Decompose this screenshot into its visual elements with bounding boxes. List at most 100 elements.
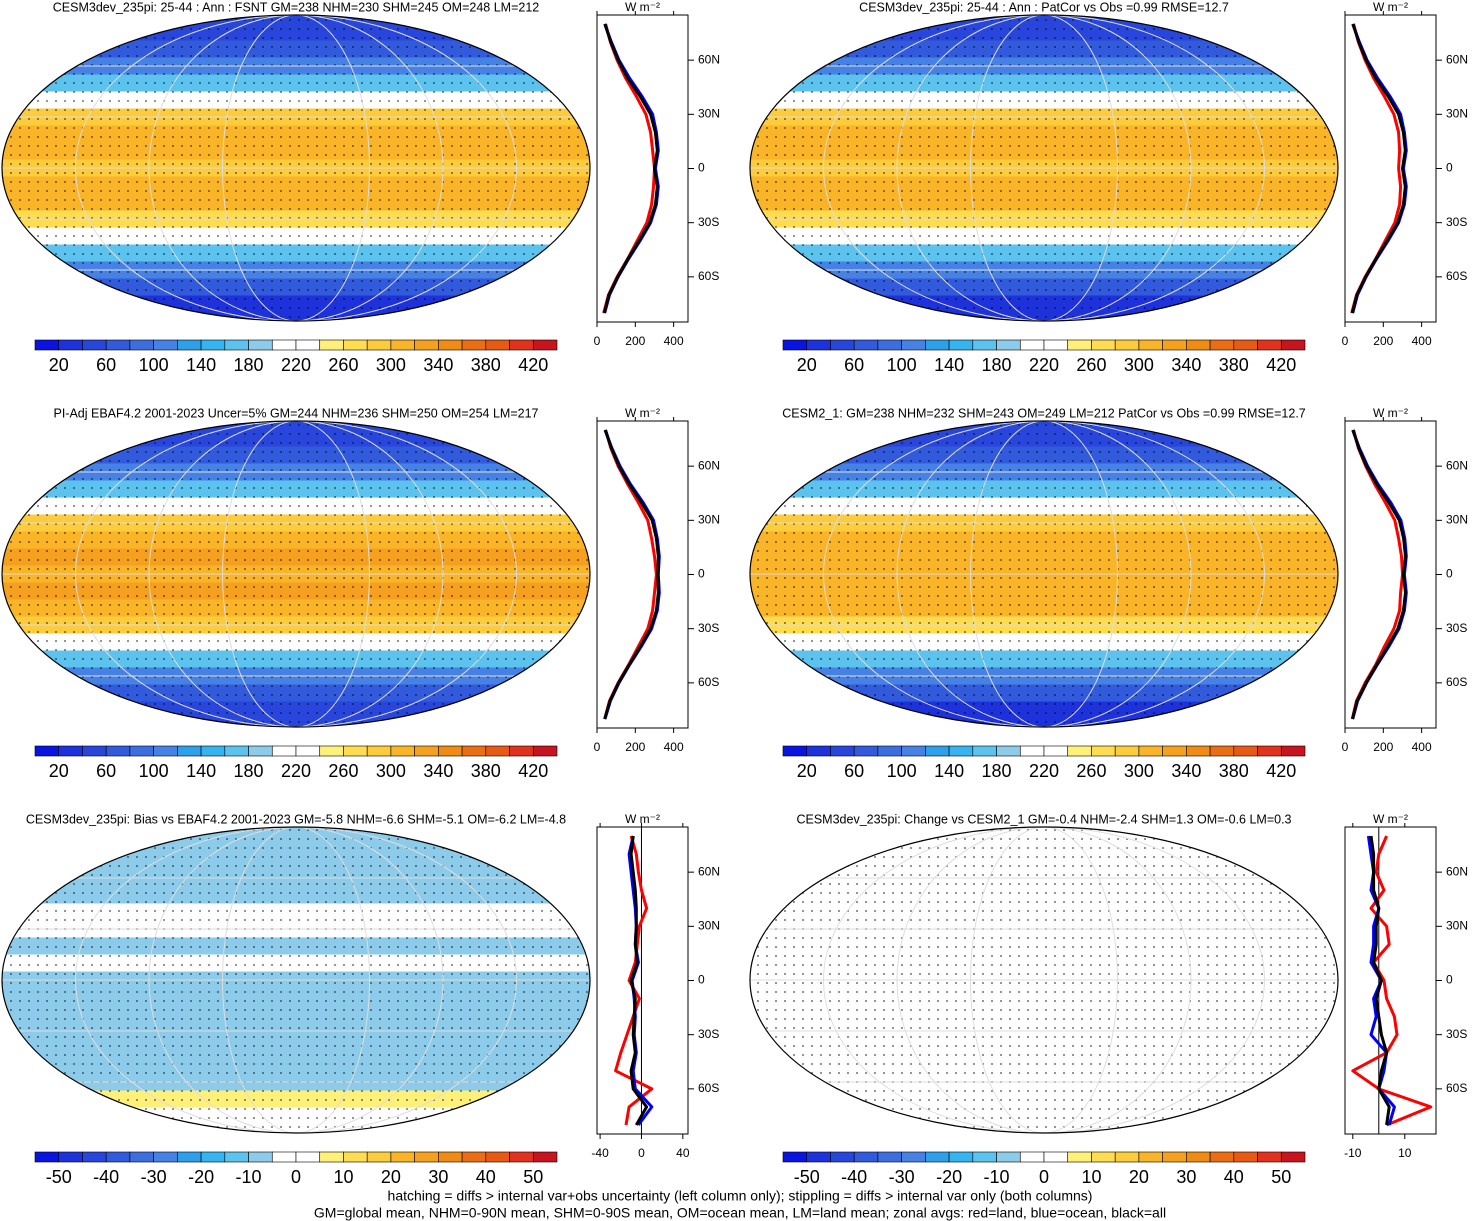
colorbar-box [319, 745, 344, 757]
colorbar-box [1114, 339, 1140, 351]
colorbar-label: 180 [982, 761, 1012, 781]
zonal-line [1351, 429, 1407, 720]
plot-frame [1344, 420, 1437, 729]
colorbar-box [972, 339, 997, 351]
colorbar-box [153, 339, 178, 351]
y-tick-label: 60N [1446, 458, 1468, 472]
colorbar-box [509, 1151, 534, 1163]
x-tick-label: 400 [664, 334, 684, 348]
colorbar-box [34, 1151, 60, 1163]
colorbar-label: 60 [844, 355, 864, 375]
y-tick-label: 30N [698, 918, 720, 932]
colorbar-label: 20 [1129, 1167, 1149, 1187]
zonal-line [629, 835, 649, 1126]
colorbar-box [82, 745, 107, 757]
colorbar-box [853, 745, 879, 757]
colorbar-box [901, 339, 926, 351]
colorbar-box [901, 745, 926, 757]
x-tick-label: 0 [594, 740, 601, 754]
colorbar-box [271, 1151, 297, 1163]
colorbar-label: 260 [1076, 355, 1106, 375]
x-tick-label: 400 [664, 740, 684, 754]
y-tick-label: 30N [1446, 512, 1468, 526]
colorbar-box [901, 1151, 926, 1163]
colorbar-box [105, 1151, 131, 1163]
colorbar-box [485, 339, 510, 351]
colorbar-box [414, 339, 439, 351]
colorbar-box [925, 745, 950, 757]
colorbar-label: 20 [797, 355, 817, 375]
colorbar-box [1114, 1151, 1140, 1163]
note: GM=global mean, NHM=0-90N mean, SHM=0-90… [314, 1205, 1166, 1221]
colorbar-box [877, 1151, 902, 1163]
colorbar-label: 180 [234, 761, 264, 781]
colorbar-box [1067, 1151, 1092, 1163]
y-tick-label: 0 [1446, 161, 1453, 175]
colorbar-box [129, 339, 154, 351]
colorbar-box [1138, 745, 1163, 757]
colorbar-box [200, 745, 226, 757]
colorbar-box [34, 339, 60, 351]
colorbar-label: 0 [291, 1167, 301, 1187]
colorbar-label: -30 [889, 1167, 915, 1187]
colorbar-label: 420 [1266, 761, 1296, 781]
colorbar-label: 20 [49, 761, 69, 781]
colorbar-box [1280, 1151, 1306, 1163]
colorbar-box [295, 745, 321, 757]
colorbar-box [853, 1151, 879, 1163]
colorbar-box [1043, 1151, 1069, 1163]
colorbar-box [509, 745, 534, 757]
colorbar-box [509, 339, 534, 351]
colorbar-label: 20 [49, 355, 69, 375]
y-tick-label: 30N [698, 106, 720, 120]
colorbar-label: 100 [887, 761, 917, 781]
y-tick-label: 30S [698, 621, 719, 635]
colorbar-box [1043, 339, 1069, 351]
y-tick-label: 60N [1446, 52, 1468, 66]
colorbar-label: -20 [188, 1167, 214, 1187]
colorbar-box [414, 745, 439, 757]
colorbar-box [972, 1151, 997, 1163]
y-tick-label: 60N [698, 864, 720, 878]
colorbar-box [830, 339, 855, 351]
colorbar-box [105, 339, 131, 351]
colorbar-label: 340 [1171, 761, 1201, 781]
colorbar-box [343, 1151, 368, 1163]
colorbar-label: 180 [234, 355, 264, 375]
plot-frame [596, 826, 689, 1135]
colorbar-box [438, 1151, 463, 1163]
colorbar-box [200, 339, 226, 351]
colorbar-box [830, 1151, 855, 1163]
colorbar-label: 60 [844, 761, 864, 781]
colorbar-label: 30 [428, 1167, 448, 1187]
colorbar-box [105, 745, 131, 757]
colorbar-label: 300 [1124, 355, 1154, 375]
map-border [1, 14, 591, 322]
map-border [1, 826, 591, 1134]
colorbar-box [58, 745, 83, 757]
map-border [749, 420, 1339, 728]
colorbar-box [948, 745, 974, 757]
map [2, 827, 590, 1133]
colorbar-box [295, 339, 321, 351]
colorbar-label: 60 [96, 761, 116, 781]
panel-title: CESM3dev_235pi: 25-44 : Ann : FSNT GM=23… [53, 0, 540, 14]
colorbar-label: 420 [518, 761, 548, 781]
colorbar-box [1186, 745, 1211, 757]
map [750, 421, 1338, 727]
colorbar-box [271, 339, 297, 351]
x-tick-label: 200 [1373, 334, 1393, 348]
x-tick-label: -10 [1344, 1146, 1362, 1160]
colorbar-box [390, 1151, 415, 1163]
colorbar-box [58, 1151, 83, 1163]
unit-label: W m⁻² [625, 406, 660, 420]
colorbar-label: 340 [1171, 355, 1201, 375]
colorbar-box [438, 745, 463, 757]
unit-label: W m⁻² [1373, 0, 1408, 14]
panel-title: CESM2_1: GM=238 NHM=232 SHM=243 OM=249 L… [782, 406, 1306, 420]
map [750, 827, 1338, 1133]
colorbar-box [1186, 1151, 1211, 1163]
colorbar-box [153, 745, 178, 757]
colorbar-label: 60 [96, 355, 116, 375]
